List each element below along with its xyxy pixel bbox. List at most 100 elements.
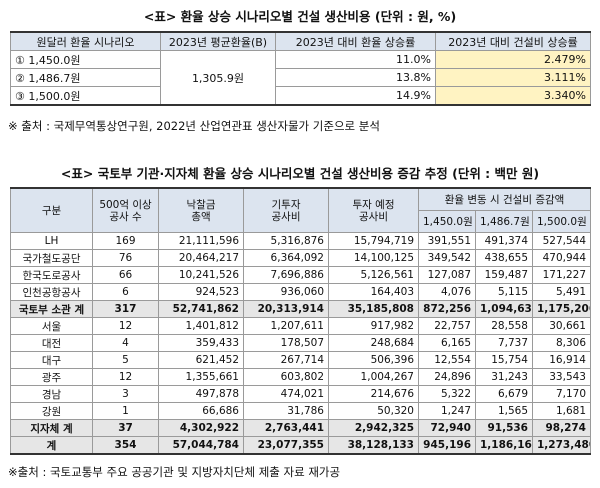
cell: ③ 1,500.0원 <box>10 86 161 106</box>
cell: 57,044,784 <box>158 436 244 455</box>
row: ① 1,450.0원 1,305.9원 11.0% 2.479% <box>10 50 591 106</box>
cell: 359,433 <box>158 334 244 352</box>
row: 대전 4 359,433 178,507 248,684 6,165 7,737 8,306 <box>10 334 591 352</box>
row: 대구 5 621,452 267,714 506,396 12,554 15,754 16,9… <box>10 351 591 369</box>
cell: 438,655 <box>475 249 533 267</box>
cell: 15,754 <box>475 351 533 369</box>
cell: 14.9% <box>275 86 436 106</box>
cell: 6,364,092 <box>243 249 329 267</box>
cell: 20,313,914 <box>243 300 329 318</box>
header-text: 구분 <box>41 204 62 217</box>
cell: 936,060 <box>243 283 329 301</box>
table2-note: ※출처 : 국토교통부 주요 공공기관 및 지방자치단체 제출 자료 재가공 <box>8 465 341 479</box>
header-row: 1,450.0원 1,486.7원 1,500.0원 <box>11 210 591 233</box>
cell: 8,306 <box>532 334 591 352</box>
table1: 원달러 환율 시나리오 2023년 평균환율(B) 2023년 대비 환율 상승률 2… <box>10 31 591 106</box>
header-cell: 500억 이상 공사 수 <box>92 187 159 233</box>
cell: 12,554 <box>418 351 476 369</box>
header-text: 공사 수 <box>109 210 142 223</box>
header-text: 공사비 <box>271 210 301 223</box>
cell: 2,942,325 <box>328 419 419 437</box>
table2-title: <표> 국토부 기관·지자체 환율 상승 시나리오별 건설 생산비용 증감 추정… <box>60 166 540 181</box>
cell: 5,115 <box>475 283 533 301</box>
cell: 98,274 <box>532 419 591 437</box>
cell: 10,241,526 <box>158 266 244 284</box>
row: ③ 1,500.0원 14.9% 3.340% <box>10 86 591 106</box>
cell: 30,661 <box>532 317 591 335</box>
cell: 2,763,441 <box>243 419 329 437</box>
header-cell: 원달러 환율 시나리오 <box>10 31 161 51</box>
cell: 16,914 <box>532 351 591 369</box>
row: 경남 3 497,878 474,021 214,676 5,322 6,679 7,170 <box>10 385 591 403</box>
row: LH 169 21,111,596 5,316,876 15,794,719 391,55… <box>10 232 591 250</box>
header-text: 낙찰금 <box>186 198 216 211</box>
cell: 7,170 <box>532 385 591 403</box>
cell: ② 1,486.7원 <box>10 68 161 87</box>
cell: 945,196 <box>418 436 476 455</box>
cell: 20,464,217 <box>158 249 244 267</box>
row: 계 354 57,044,784 23,077,355 38,128,133 945,19… <box>10 436 591 455</box>
cell: 171,227 <box>532 266 591 284</box>
header-text: 기투자 <box>271 198 301 211</box>
cell: 66,686 <box>158 402 244 420</box>
header-row: 원달러 환율 시나리오 2023년 평균환율(B) 2023년 대비 환율 상승률 2… <box>10 31 591 51</box>
cell: 5,126,561 <box>328 266 419 284</box>
cell: 527,544 <box>532 232 591 250</box>
header-text: 공사비 <box>359 210 388 223</box>
cell: 1,186,167 <box>475 436 533 455</box>
cell: 1,247 <box>418 402 476 420</box>
cell: 72,940 <box>418 419 476 437</box>
header-cell: 구분 <box>10 187 93 233</box>
header-cell: 2023년 대비 환율 상승률 <box>275 31 436 51</box>
cell: 52,741,862 <box>158 300 244 318</box>
cell: 5,316,876 <box>243 232 329 250</box>
row: 서울 12 1,401,812 1,207,611 917,982 22,757 28,55… <box>10 317 591 335</box>
row: 광주 12 1,355,661 603,802 1,004,267 24,896 31,24… <box>10 368 591 386</box>
cell: 349,542 <box>418 249 476 267</box>
cell: 497,878 <box>158 385 244 403</box>
cell: 50,320 <box>328 402 419 420</box>
cell: 14,100,125 <box>328 249 419 267</box>
cell: 66 <box>92 266 159 284</box>
cell: 지자체 계 <box>10 419 93 437</box>
cell: 1,273,480 <box>532 436 591 455</box>
cell: 621,452 <box>158 351 244 369</box>
row: 강원 1 66,686 31,786 50,320 1,247 1,565 1,681 <box>10 402 591 420</box>
cell: 31,786 <box>243 402 329 420</box>
cell: 506,396 <box>328 351 419 369</box>
header-cell: 2023년 대비 건설비 상승률 <box>435 31 591 51</box>
cell: 대구 <box>10 351 93 369</box>
cell: 214,676 <box>328 385 419 403</box>
cell: 22,757 <box>418 317 476 335</box>
cell: 경남 <box>10 385 93 403</box>
cell: 7,737 <box>475 334 533 352</box>
cell: 31,243 <box>475 368 533 386</box>
cell: 1,401,812 <box>158 317 244 335</box>
header-text: 500억 이상 <box>99 198 152 211</box>
cell: 1,681 <box>532 402 591 420</box>
cell: 38,128,133 <box>328 436 419 455</box>
cell: 178,507 <box>243 334 329 352</box>
cell: 6 <box>92 283 159 301</box>
cell: 872,256 <box>418 300 476 318</box>
header-row: 구분 500억 이상 공사 수 낙찰금 총액 기투자 공사비 투자 예정 공사비 환율 변동 시 … <box>10 187 591 233</box>
row: 지자체 계 37 4,302,922 2,763,441 2,942,325 72,940… <box>10 419 591 437</box>
cell: 33,543 <box>532 368 591 386</box>
cell: 서울 <box>10 317 93 335</box>
cell: ① 1,450.0원 <box>10 50 161 69</box>
cell: 12 <box>92 317 159 335</box>
row: 한국도로공사 66 10,241,526 7,696,886 5,126,561 127,… <box>10 266 591 284</box>
cell: 603,802 <box>243 368 329 386</box>
cell: 13.8% <box>275 68 436 87</box>
row: 인천공항공사 6 924,523 936,060 164,403 4,076 5,115 5,… <box>10 283 591 301</box>
cell: 91,536 <box>475 419 533 437</box>
row: 국토부 소관 계 317 52,741,862 20,313,914 35,185,80… <box>10 300 591 318</box>
cell: 1,094,631 <box>475 300 533 318</box>
cell: 169 <box>92 232 159 250</box>
header-text: 투자 예정 <box>352 198 395 211</box>
header-cell: 1,500.0원 <box>532 210 591 233</box>
cell: 1 <box>92 402 159 420</box>
header-cell: 2023년 평균환율(B) <box>160 31 276 51</box>
cell: 76 <box>92 249 159 267</box>
cell: 391,551 <box>418 232 476 250</box>
